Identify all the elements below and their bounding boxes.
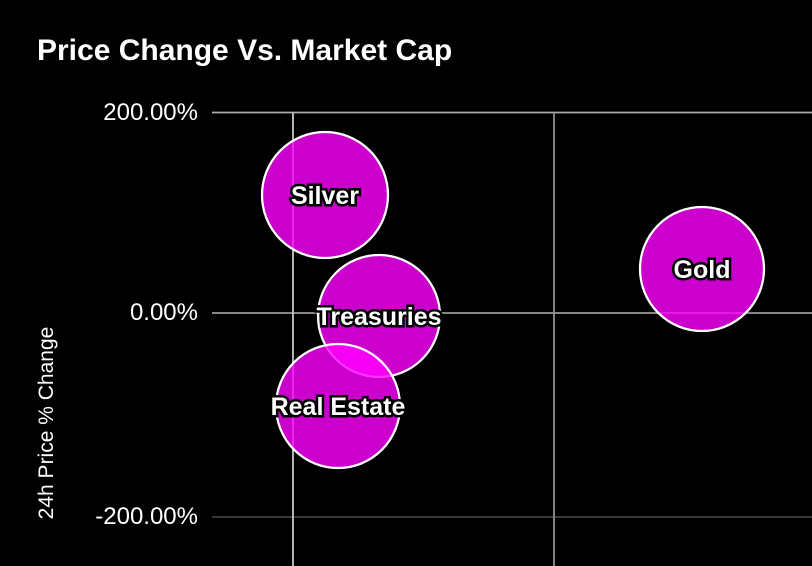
y-tick-label: -200.00% [95, 503, 198, 530]
chart-title: Price Change Vs. Market Cap [37, 34, 453, 67]
y-tick-label: 0.00% [129, 299, 198, 326]
y-axis-tick-labels: 200.00% 0.00% -200.00% [0, 0, 198, 566]
bubble-silver[interactable] [260, 130, 390, 260]
bubble-gold[interactable] [638, 205, 766, 333]
bubble-label-gold: Gold [674, 256, 731, 284]
y-tick-label: 200.00% [103, 98, 198, 126]
bubble-label-silver: Silver [291, 182, 359, 210]
bubble-label-real-estate: Real Estate [271, 393, 406, 421]
bubble-real-estate[interactable] [274, 342, 402, 470]
bubble-label-treasuries: Treasuries [316, 303, 441, 331]
